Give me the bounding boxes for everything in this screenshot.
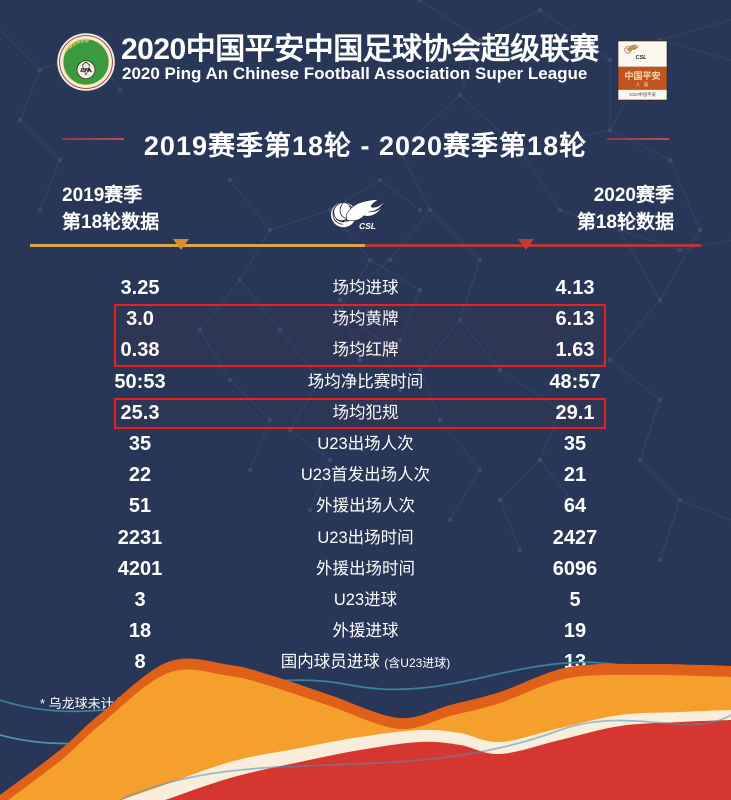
svg-text:CSL: CSL (359, 221, 376, 231)
svg-text:中国平安: 中国平安 (624, 70, 660, 81)
svg-text:CFA: CFA (81, 68, 92, 74)
svg-text:CSL: CSL (636, 55, 648, 61)
svg-text:2020中国平安: 2020中国平安 (629, 91, 656, 98)
svg-text:人 寿: 人 寿 (635, 82, 649, 89)
